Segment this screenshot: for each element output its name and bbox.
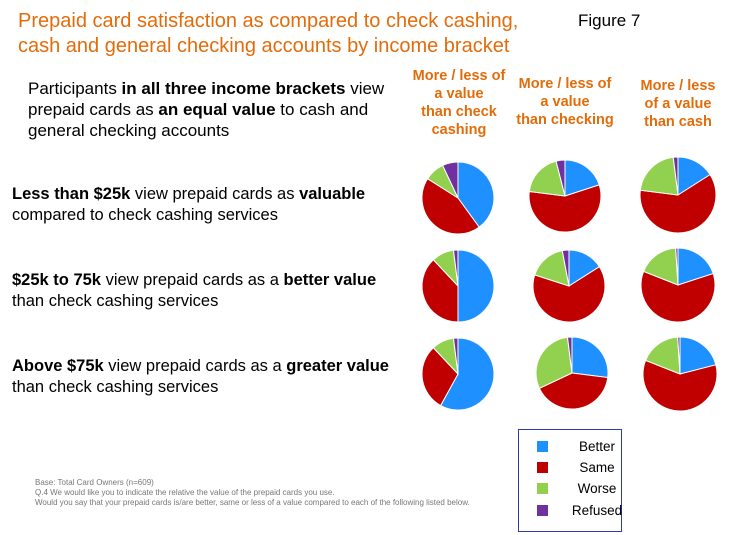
pie-chart [421, 337, 495, 411]
pie-slice-same [421, 259, 459, 323]
column-header-line: of a value [644, 96, 712, 112]
intro-part-1: Participants [28, 79, 122, 98]
row-bold-2: greater value [286, 357, 389, 375]
intro-part-3: view prepaid cards as [28, 79, 385, 119]
intro-part-2: in all three income brackets [121, 79, 346, 98]
column-header-line: than cash [644, 114, 712, 130]
column-header-check-cashing: More / less of a value than check cashin… [407, 67, 511, 139]
pie-slice-refused [566, 336, 573, 374]
pie-chart [421, 161, 495, 235]
pie-slice-same [538, 372, 609, 410]
legend-swatch [537, 505, 548, 516]
figure-label: Figure 7 [578, 11, 641, 30]
pie-slice-same [421, 347, 459, 407]
pie-slice-same [640, 270, 716, 323]
pie-chart [639, 156, 717, 234]
legend-swatch [537, 483, 548, 494]
footnote-base: Base: Total Card Owners (n=609) [35, 478, 154, 487]
row-plain-2: than check cashing services [12, 292, 219, 310]
pie-slice-refused [442, 161, 459, 199]
footnote-question-detail: Would you say that your prepaid cards is… [35, 498, 470, 507]
pie-chart [532, 249, 606, 323]
legend-label: Better [578, 439, 616, 454]
footnote: Base: Total Card Owners (n=609) Q.4 We w… [35, 478, 505, 508]
footnote-question: Q.4 We would like you to indicate the re… [35, 488, 335, 497]
pie-chart [421, 249, 495, 323]
column-header-line: a value [434, 86, 484, 102]
pie-slice-better [457, 249, 495, 323]
pie-slice-refused [452, 337, 459, 375]
column-header-line: More / less [640, 78, 716, 94]
pie-slice-worse [535, 336, 573, 389]
pie-slice-better [571, 336, 609, 379]
pie-slice-refused [452, 249, 459, 287]
pie-slice-same [639, 173, 717, 234]
row-label-under-25k: Less than $25k view prepaid cards as val… [12, 184, 407, 226]
row-bold-1: Less than $25k [12, 185, 131, 203]
pie-slice-refused [561, 249, 570, 287]
legend-swatch [537, 462, 548, 473]
column-header-line: a value [540, 94, 590, 110]
pie-slice-worse [528, 160, 566, 197]
pie-slice-same [421, 178, 480, 235]
column-header-line: cashing [431, 122, 487, 138]
legend-swatch [537, 441, 548, 452]
pie-slice-worse [644, 336, 681, 375]
column-header-line: than checking [516, 112, 614, 128]
pie-slice-worse [639, 156, 679, 196]
pie-slice-refused [677, 336, 681, 375]
intro-part-4: an equal value [158, 100, 276, 119]
row-bold-1: $25k to 75k [12, 271, 101, 289]
pie-slice-worse [642, 247, 679, 286]
legend-label: Refused [571, 503, 623, 518]
pie-slice-better [439, 337, 495, 411]
pie-slice-better [677, 247, 714, 286]
pie-slice-refused [555, 159, 566, 197]
row-plain-2: compared to check cashing services [12, 206, 278, 224]
legend-label: Worse [577, 481, 617, 496]
column-header-checking: More / less of a value than checking [512, 75, 618, 129]
row-bold-2: valuable [299, 185, 366, 203]
pie-slice-same [642, 359, 718, 412]
pie-chart [535, 336, 609, 410]
row-bold-2: better value [283, 271, 377, 289]
row-plain-1: view prepaid cards as a [103, 357, 287, 375]
pie-chart [528, 159, 602, 233]
pie-slice-better [679, 336, 717, 375]
pie-chart [642, 336, 718, 412]
legend-label: Same [579, 460, 615, 475]
chart-title: Prepaid card satisfaction as compared to… [18, 10, 519, 57]
row-bold-1: Above $75k [12, 357, 104, 375]
column-header-line: More / less of [412, 68, 506, 84]
pie-slice-same [528, 184, 602, 233]
row-plain-2: than check cashing services [12, 378, 219, 396]
pie-slice-refused [672, 156, 679, 196]
column-header-line: More / less of [518, 76, 612, 92]
row-plain-1: view prepaid cards as a [100, 271, 284, 289]
pie-chart [640, 247, 716, 323]
row-plain-1: view prepaid cards as [130, 185, 300, 203]
legend: Better Same Worse Refused [518, 429, 622, 532]
pie-slice-refused [675, 247, 679, 286]
row-label-25k-75k: $25k to 75k view prepaid cards as a bett… [12, 270, 407, 312]
column-header-cash: More / less of a value than cash [628, 77, 728, 131]
pie-slice-better [564, 159, 600, 197]
intro-part-5: to cash and general checking accounts [28, 100, 369, 140]
row-label-above-75k: Above $75k view prepaid cards as a great… [12, 356, 407, 398]
pie-slice-better [457, 161, 495, 228]
intro-text: Participants in all three income bracket… [28, 78, 388, 141]
column-header-line: than check [421, 104, 497, 120]
